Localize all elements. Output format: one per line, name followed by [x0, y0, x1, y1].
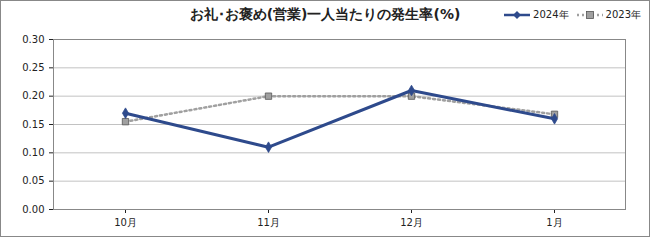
svg-text:0.25: 0.25 [22, 62, 44, 73]
svg-text:0.20: 0.20 [22, 90, 44, 101]
html-text:お礼･お褒め(営業)一人当たりの発生率(%): お礼･お褒め(営業)一人当たりの発生率(%) [189, 6, 461, 22]
svg-text:1月: 1月 [546, 217, 562, 228]
svg-text:0.30: 0.30 [22, 34, 44, 45]
svg-text:12月: 12月 [400, 217, 423, 228]
svg-text:0.10: 0.10 [22, 147, 44, 158]
html-text:2023年: 2023年 [605, 9, 641, 20]
svg-text:0.15: 0.15 [22, 119, 44, 130]
svg-text:0.00: 0.00 [22, 204, 44, 215]
svg-text:0.05: 0.05 [22, 175, 44, 186]
svg-text:11月: 11月 [257, 217, 280, 228]
svg-text:10月: 10月 [114, 217, 137, 228]
html-text:2024年: 2024年 [533, 9, 569, 20]
